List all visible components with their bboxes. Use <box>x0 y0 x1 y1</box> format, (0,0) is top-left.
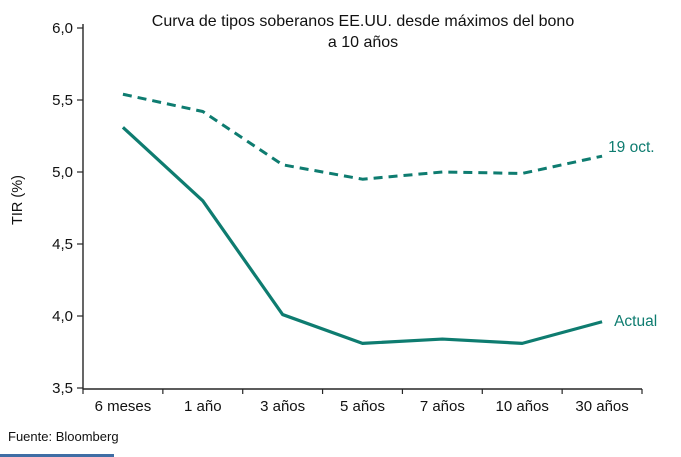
footer-divider <box>0 454 114 457</box>
x-axis-tick-label: 3 años <box>260 398 305 415</box>
x-axis-tick-label: 7 años <box>420 398 465 415</box>
y-axis-tick-label: 3,5 <box>52 380 73 397</box>
y-axis-tick-label: 6,0 <box>52 20 73 37</box>
x-axis-tick-label: 30 años <box>575 398 628 415</box>
source-note: Fuente: Bloomberg <box>8 429 119 444</box>
x-axis-tick-label: 1 año <box>184 398 222 415</box>
y-axis-tick-label: 4,5 <box>52 236 73 253</box>
x-axis-tick-label: 10 años <box>496 398 549 415</box>
y-axis-tick-label: 4,0 <box>52 308 73 325</box>
chart-title: Curva de tipos soberanos EE.UU. desde má… <box>83 11 643 53</box>
series-label-actual: Actual <box>614 313 657 330</box>
x-axis-tick-label: 6 meses <box>95 398 152 415</box>
chart-title-line2: a 10 años <box>327 34 399 51</box>
series-label-19-oct: 19 oct. <box>608 139 655 156</box>
series-line-actual <box>121 126 603 345</box>
x-axis-tick-label: 5 años <box>340 398 385 415</box>
chart-title-line1: Curva de tipos soberanos EE.UU. desde má… <box>151 13 575 30</box>
y-axis-tick-label: 5,0 <box>52 164 73 181</box>
series-line-19-oct <box>122 92 603 181</box>
y-axis-title: TIR (%) <box>10 175 26 225</box>
y-axis-tick-label: 5,5 <box>52 92 73 109</box>
